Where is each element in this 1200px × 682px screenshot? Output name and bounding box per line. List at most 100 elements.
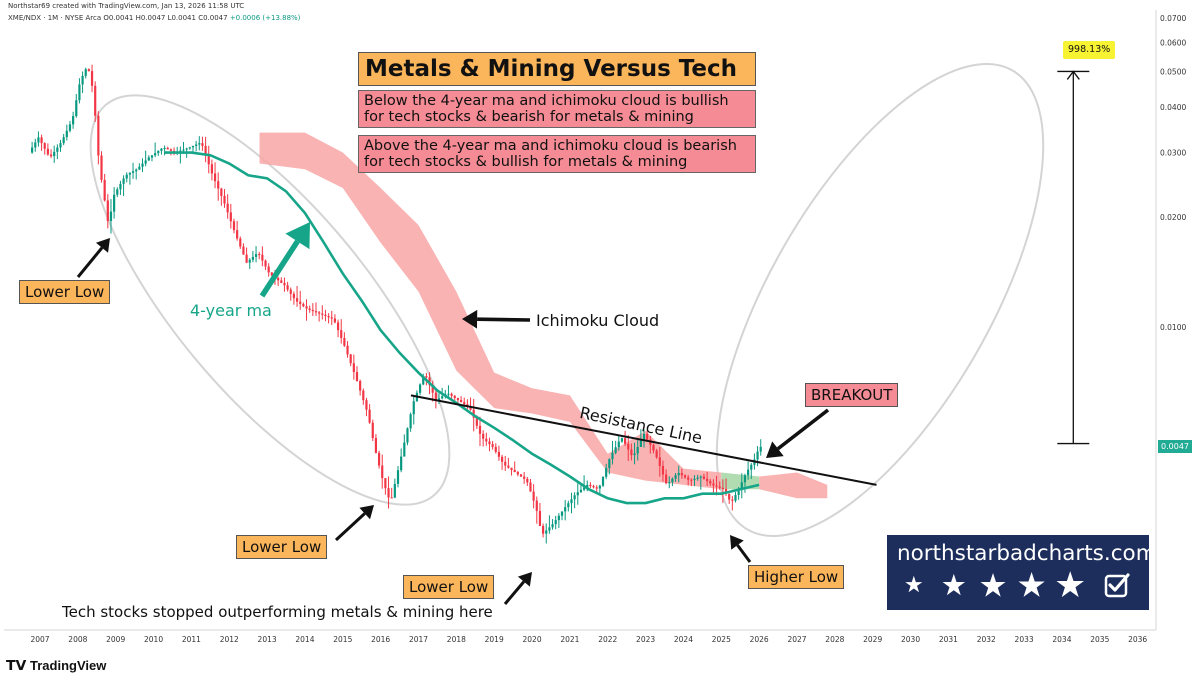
candle-body: [627, 443, 630, 450]
candle-body: [400, 456, 403, 471]
candle-body: [141, 163, 144, 167]
candle-body: [431, 384, 434, 393]
candle-body: [747, 469, 750, 476]
candle-body: [144, 160, 147, 164]
candle-body: [453, 395, 456, 398]
x-tick-label: 2017: [409, 635, 428, 644]
candle-body: [381, 465, 384, 479]
candle-body: [636, 446, 639, 454]
highlight-ellipse: [715, 63, 1045, 537]
candle-body: [652, 444, 655, 451]
x-tick-label: 2012: [220, 635, 239, 644]
candle-body: [43, 143, 46, 149]
candle-body: [605, 467, 608, 477]
arrow-lower-low-3-shaft: [503, 580, 526, 605]
candle-body: [551, 524, 554, 528]
x-tick-label: 2028: [825, 635, 844, 644]
highlight-ellipse: [89, 94, 451, 506]
checkbox-check-icon: [1104, 573, 1130, 598]
candle-body: [513, 469, 516, 473]
arrow-lower-low-2-shaft: [334, 512, 366, 542]
candle-body: [387, 488, 390, 498]
candle-body: [554, 520, 557, 525]
ohlc-line: XME/NDX · 1M · NYSE Arca O0.0041 H0.0047…: [8, 14, 300, 22]
candle-body: [68, 124, 72, 131]
candle-body: [37, 137, 40, 143]
candle-body: [65, 130, 68, 138]
arrow-lower-low-1-head: [95, 238, 110, 253]
candle-body: [706, 478, 709, 482]
candle-body: [491, 444, 494, 447]
arrow-lower-low-1-shaft: [76, 246, 104, 278]
candle-body: [573, 495, 576, 500]
candle-body: [232, 221, 236, 231]
candle-body: [157, 150, 160, 154]
candle-body: [406, 428, 409, 443]
candle-body: [750, 464, 753, 470]
candle-body: [683, 475, 687, 478]
candle-body: [226, 203, 229, 213]
candle-body: [731, 499, 734, 501]
tradingview-logo-text: TradingView: [30, 658, 107, 673]
candle-body: [702, 476, 706, 479]
tradingview-logo[interactable]: 𝗧𝗩 TradingView: [6, 657, 106, 674]
candle-body: [693, 478, 696, 480]
candle-body: [507, 465, 510, 468]
candle-body: [728, 493, 731, 500]
x-tick-label: 2029: [863, 635, 882, 644]
candle-body: [280, 280, 283, 283]
x-tick-label: 2022: [598, 635, 617, 644]
candle-body: [135, 169, 138, 172]
candle-body: [598, 485, 601, 489]
x-tick-label: 2020: [523, 635, 542, 644]
candle-body: [674, 475, 677, 479]
candle-body: [396, 470, 400, 484]
candle-body: [504, 461, 507, 466]
x-tick-label: 2021: [560, 635, 579, 644]
candle-body: [519, 474, 523, 477]
candle-body: [671, 478, 674, 483]
candle-body: [428, 377, 431, 385]
candle-body: [582, 487, 586, 490]
x-tick-label: 2026: [750, 635, 769, 644]
created-line: Northstar69 created with TradingView.com…: [8, 2, 245, 10]
lower-low-label-1: Lower Low: [19, 280, 111, 304]
candle-body: [245, 254, 248, 263]
candle-body: [434, 392, 437, 401]
brand-site: northstarbadcharts.com: [897, 541, 1157, 566]
brand-banner: northstarbadcharts.com: [887, 535, 1157, 610]
candle-body: [709, 481, 712, 484]
ichimoku-cloud-forward: [759, 472, 828, 499]
candle-body: [113, 194, 116, 212]
change-value: +0.0006 (+13.88%): [229, 14, 301, 22]
candle-body: [248, 259, 251, 263]
x-tick-label: 2007: [30, 635, 49, 644]
candle-body: [564, 507, 567, 512]
y-tick-label: 0.0200: [1160, 213, 1186, 222]
candle-body: [359, 381, 362, 391]
rating-stars: [905, 571, 1130, 598]
candle-body: [340, 330, 343, 338]
x-tick-label: 2031: [939, 635, 958, 644]
candle-body: [330, 317, 333, 319]
y-tick-label: 0.0300: [1160, 149, 1186, 158]
candle-body: [119, 183, 122, 190]
x-tick-label: 2033: [1015, 635, 1034, 644]
candle-body: [595, 487, 598, 489]
candle-body: [343, 337, 346, 346]
candle-body: [336, 322, 340, 331]
arrow-ma-shaft: [259, 239, 300, 298]
x-tick-label: 2034: [1052, 635, 1071, 644]
candle-body: [589, 484, 592, 487]
candle-body: [655, 450, 658, 458]
candle-body: [576, 492, 579, 496]
candle-body: [743, 475, 747, 483]
candle-body: [646, 433, 649, 440]
candle-body: [201, 143, 204, 146]
candle-body: [718, 486, 721, 488]
arrow-lower-low-3-head: [517, 572, 532, 587]
candle-body: [34, 142, 37, 148]
candle-body: [668, 482, 671, 484]
candle-body: [355, 372, 359, 382]
